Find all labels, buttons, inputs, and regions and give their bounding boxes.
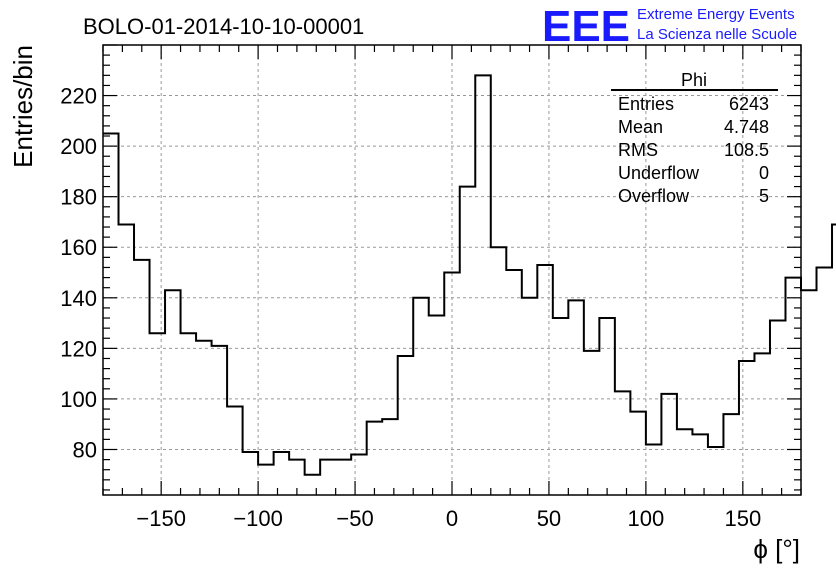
x-tick-label: −150 [136, 506, 186, 531]
y-tick-label: 200 [60, 134, 97, 159]
stats-label: Entries [618, 94, 674, 114]
chart-title: BOLO-01-2014-10-10-00001 [83, 14, 364, 39]
x-tick-label: −50 [336, 506, 373, 531]
stats-name: Phi [681, 70, 707, 90]
stats-value: 4.748 [724, 117, 769, 137]
logo-line2: La Scienza nelle Scuole [637, 26, 797, 43]
logo-mark: EEE [542, 2, 630, 51]
y-tick-label: 180 [60, 185, 97, 210]
y-tick-label: 100 [60, 387, 97, 412]
stats-box: Phi Entries 6243 Mean 4.748 RMS 108.5 Underflo… [611, 70, 778, 206]
logo-line1: Extreme Energy Events [637, 6, 795, 23]
stats-label: Mean [618, 117, 663, 137]
stats-value: 5 [759, 186, 769, 206]
x-tick-label: 100 [628, 506, 665, 531]
y-tick-label: 140 [60, 286, 97, 311]
x-tick-label: −100 [233, 506, 283, 531]
x-axis-label: ϕ [°] [753, 534, 800, 564]
histogram-line [103, 74, 836, 476]
x-tick-label: 50 [537, 506, 561, 531]
x-tick-label: 0 [446, 506, 458, 531]
x-tick-labels: −150 −100 −50 0 50 100 150 [136, 506, 761, 531]
y-tick-label: 80 [73, 437, 97, 462]
stats-label: RMS [618, 140, 658, 160]
x-tick-label: 150 [724, 506, 761, 531]
stats-value: 108.5 [724, 140, 769, 160]
y-tick-label: 220 [60, 84, 97, 109]
y-axis-label: Entries/bin [8, 45, 38, 168]
axis-ticks [102, 44, 802, 495]
stats-value: 0 [759, 163, 769, 183]
y-tick-label: 160 [60, 235, 97, 260]
y-tick-labels: 80 100 120 140 160 180 200 220 [60, 84, 97, 463]
stats-label: Overflow [618, 186, 690, 206]
y-tick-label: 120 [60, 336, 97, 361]
grid [103, 45, 801, 495]
stats-value: 6243 [729, 94, 769, 114]
stats-label: Underflow [618, 163, 700, 183]
eee-logo: EEE Extreme Energy Events La Scienza nel… [542, 2, 797, 51]
